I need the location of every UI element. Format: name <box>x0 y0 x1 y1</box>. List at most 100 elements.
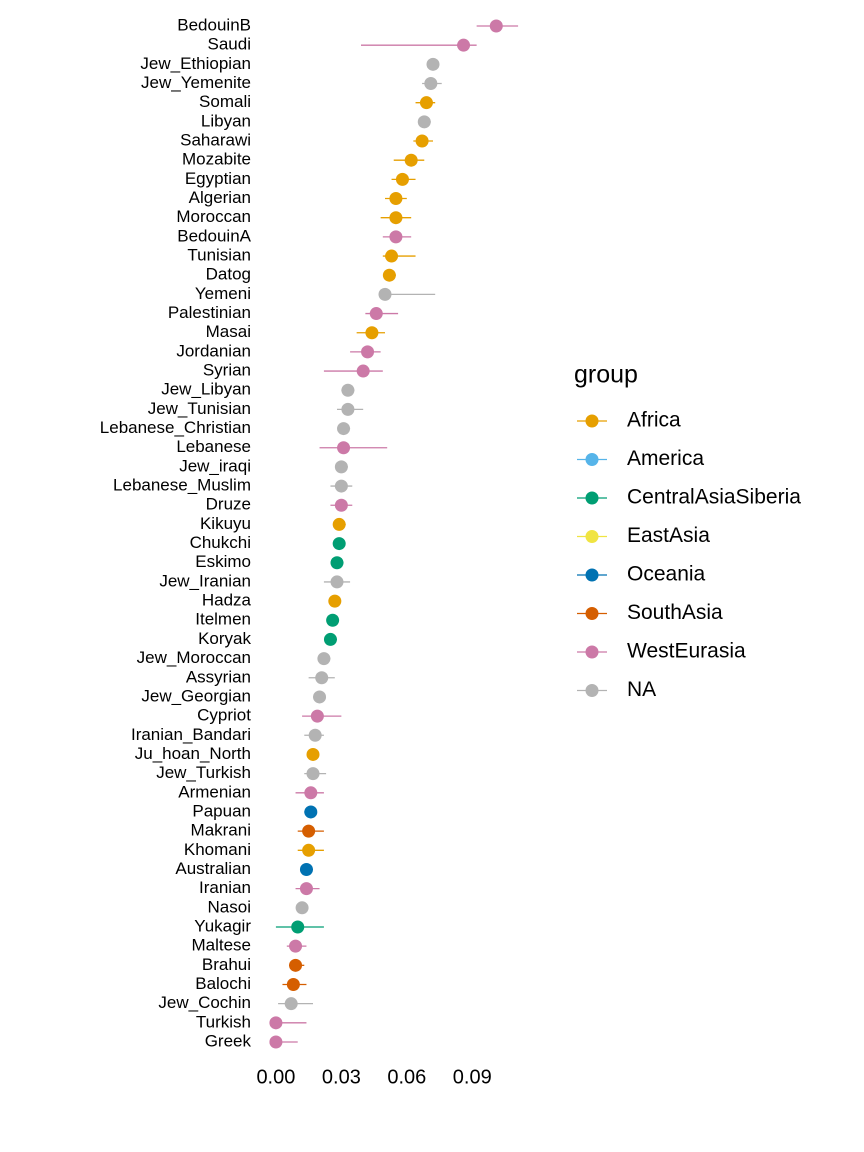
x-tick-label: 0.09 <box>453 1066 492 1088</box>
legend-label: Oceania <box>627 563 706 586</box>
y-tick-label: Jew_Tunisian <box>148 399 251 418</box>
point <box>330 575 344 589</box>
y-tick-label: Iranian_Bandari <box>131 725 251 744</box>
point <box>299 882 313 896</box>
point <box>389 211 403 225</box>
point <box>330 556 344 570</box>
point <box>313 690 327 704</box>
y-tick-label: Nasoi <box>208 897 251 916</box>
point <box>334 498 348 512</box>
y-tick-label: Brahui <box>202 955 251 974</box>
legend-key <box>585 568 599 582</box>
point <box>415 134 429 148</box>
x-tick-label: 0.00 <box>256 1066 295 1088</box>
legend-key <box>585 530 599 543</box>
point <box>389 192 403 206</box>
point <box>337 422 351 436</box>
point <box>489 19 503 33</box>
point <box>315 671 329 685</box>
point <box>289 958 303 972</box>
point <box>295 901 309 915</box>
point <box>382 268 396 282</box>
y-tick-label: Chukchi <box>190 533 251 552</box>
point <box>302 824 316 838</box>
y-tick-label: Itelmen <box>195 610 251 629</box>
y-tick-label: Jew_Cochin <box>158 993 251 1012</box>
y-tick-label: Jew_iraqi <box>179 456 251 475</box>
point <box>385 249 399 263</box>
point <box>308 728 322 742</box>
point <box>332 537 346 551</box>
legend-label: Africa <box>627 409 681 432</box>
y-tick-label: Druze <box>206 495 251 514</box>
y-tick-label: Jew_Ethiopian <box>140 54 251 73</box>
point <box>389 230 403 244</box>
point <box>337 441 351 455</box>
y-tick-label: Papuan <box>192 801 251 820</box>
legend-key <box>585 645 599 659</box>
y-tick-label: Algerian <box>189 188 251 207</box>
legend-label: WestEurasia <box>627 640 746 663</box>
legend-label: EastAsia <box>627 524 710 547</box>
point <box>304 805 318 819</box>
y-tick-label: Moroccan <box>176 207 251 226</box>
y-tick-label: Australian <box>175 859 251 878</box>
legend-key <box>585 491 599 505</box>
point <box>334 460 348 474</box>
y-tick-label: Maltese <box>191 936 251 955</box>
point <box>328 594 342 608</box>
point <box>286 977 300 991</box>
point <box>419 96 433 110</box>
y-tick-label: Datog <box>206 265 251 284</box>
y-tick-label: Jew_Georgian <box>141 686 251 705</box>
point <box>341 383 355 397</box>
point <box>323 632 337 646</box>
point <box>317 652 331 666</box>
point <box>341 402 355 416</box>
point <box>378 287 392 301</box>
point <box>289 939 303 953</box>
y-tick-label: Balochi <box>195 974 251 993</box>
y-tick-label: Greek <box>205 1031 252 1050</box>
point <box>417 115 431 129</box>
point <box>356 364 370 378</box>
point <box>269 1035 283 1049</box>
legend-key <box>585 684 599 697</box>
legend-title: group <box>574 361 638 389</box>
y-tick-label: Lebanese_Christian <box>100 418 251 437</box>
y-tick-label: Syrian <box>203 361 251 380</box>
y-tick-label: Armenian <box>178 782 251 801</box>
point <box>299 862 313 876</box>
point <box>361 345 375 359</box>
y-tick-label: Jew_Iranian <box>159 571 251 590</box>
y-tick-label: Eskimo <box>195 552 251 571</box>
y-tick-label: Kikuyu <box>200 514 251 533</box>
point <box>424 77 438 91</box>
point <box>291 920 305 934</box>
y-tick-label: Assyrian <box>186 667 251 686</box>
point <box>306 767 320 781</box>
y-tick-label: BedouinB <box>177 15 251 34</box>
point <box>334 479 348 493</box>
y-tick-label: Koryak <box>198 629 251 648</box>
point <box>365 326 379 340</box>
point <box>326 613 340 627</box>
point <box>404 153 418 167</box>
y-tick-label: Jew_Libyan <box>161 380 251 399</box>
y-tick-label: Yemeni <box>195 284 251 303</box>
y-tick-label: Saharawi <box>180 131 251 150</box>
point <box>284 997 298 1011</box>
legend-label: SouthAsia <box>627 601 723 624</box>
y-tick-label: Tunisian <box>187 246 251 265</box>
point <box>332 517 346 531</box>
legend-key <box>585 414 599 428</box>
legend-label: NA <box>627 678 656 701</box>
point <box>457 38 471 52</box>
point <box>269 1016 283 1030</box>
y-tick-label: Jew_Moroccan <box>137 648 251 667</box>
y-tick-label: Hadza <box>202 591 252 610</box>
legend-key <box>585 607 599 620</box>
y-tick-label: Jordanian <box>176 341 251 360</box>
y-tick-label: Mozabite <box>182 150 251 169</box>
point <box>302 843 316 857</box>
